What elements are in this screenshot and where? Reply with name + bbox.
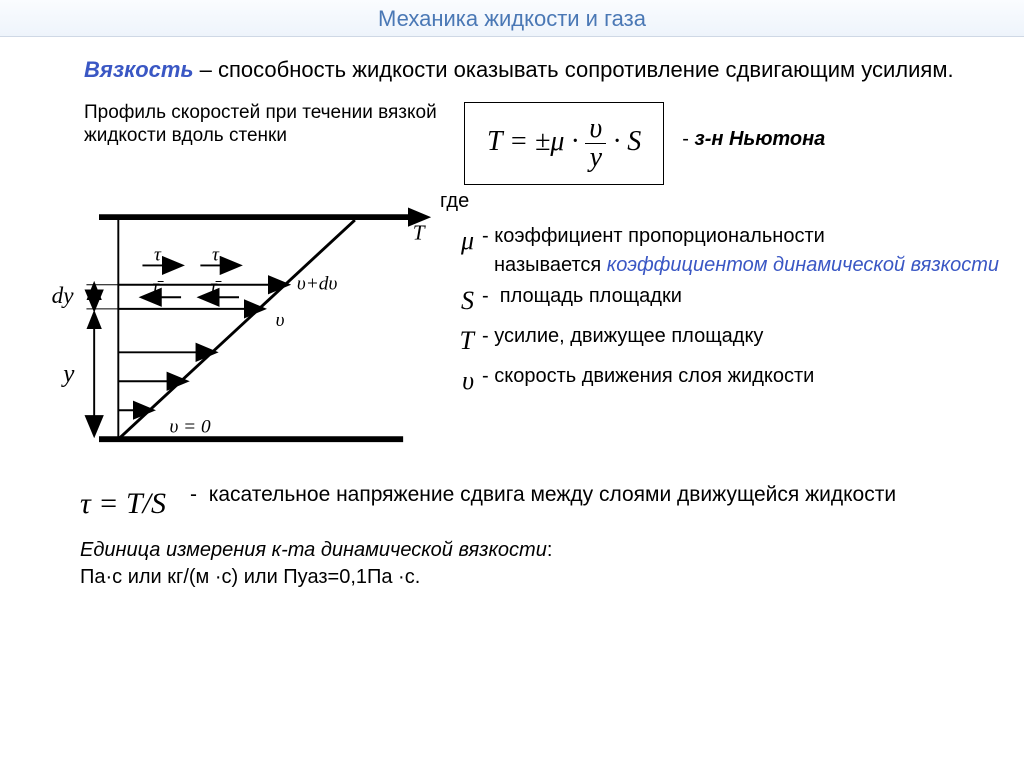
formula-num: υ (585, 115, 606, 144)
S-text: площадь площадки (500, 285, 682, 307)
units-colon: : (547, 539, 553, 561)
newton-law-label: - з-н Ньютона (682, 128, 825, 151)
T-dash: - (482, 325, 494, 347)
T-text: усилие, движущее площадку (494, 325, 763, 347)
law-name: з-н Ньютона (694, 128, 825, 150)
formula-S: S (627, 126, 641, 157)
diagram-vdv: υ+dυ (297, 274, 338, 295)
formula-den: y (585, 144, 606, 172)
formula-fraction: υy (585, 115, 606, 172)
where-label: где (440, 187, 1000, 216)
newton-formula-box: T = ±μ · υy · S (464, 102, 664, 185)
mu-blue: коэффициентом динамической вязкости (607, 254, 999, 276)
units-value: Па·с или кг/(м ·с) или Пуаз=0,1Па ·с. (80, 566, 420, 588)
v-dash: - (482, 365, 494, 387)
units-label: Единица измерения к-та динамической вязк… (80, 539, 547, 561)
definition: Вязкость – способность жидкости оказыват… (84, 55, 1000, 85)
v-text: скорость движения слоя жидкости (494, 365, 814, 387)
diagram-label-T: T (413, 221, 427, 245)
diagram-dy: dy (52, 283, 75, 309)
legend-mu: μ - коэффициент пропорциональности назыв… (440, 222, 1000, 280)
velocity-profile-diagram: T τ τ τ̄ τ̄ υ+dυ υ υ = 0 (44, 193, 434, 473)
tau-text: касательное напряжение сдвига между слоя… (209, 483, 896, 506)
definition-text: – способность жидкости оказывать сопроти… (194, 57, 954, 82)
mu-line1: коэффициент пропорциональности (494, 225, 825, 247)
diagram-v0: υ = 0 (169, 417, 211, 438)
formula-eq: = ± (502, 126, 550, 157)
legend-T: T - усилие, движущее площадку (440, 322, 1000, 360)
diagram-y: y (60, 360, 75, 387)
diagram-v: υ (276, 310, 285, 331)
sym-v: υ (440, 362, 474, 400)
diagram-tau2: τ (212, 245, 220, 266)
diagram-taubar1: τ̄ (152, 277, 164, 298)
law-dash: - (682, 128, 694, 150)
sym-mu: μ (440, 222, 474, 260)
S-dash: - (482, 285, 494, 307)
legend-v: υ - скорость движения слоя жидкости (440, 362, 1000, 400)
diagram-tau1: τ (154, 245, 162, 266)
tau-dash: - (190, 483, 203, 506)
formula-mu: μ (550, 126, 564, 157)
formula-T: T (487, 126, 502, 157)
tau-row: τ = T/S - касательное напряжение сдвига … (80, 483, 1000, 521)
formula-dot2: · (606, 126, 627, 157)
legend-S: S - площадь площадки (440, 282, 1000, 320)
sym-S: S (440, 282, 474, 320)
units-block: Единица измерения к-та динамической вязк… (80, 537, 1000, 591)
legend: где μ - коэффициент пропорциональности н… (440, 187, 1000, 401)
content-area: Вязкость – способность жидкости оказыват… (0, 37, 1024, 591)
sym-T: T (440, 322, 474, 360)
page-title: Механика жидкости и газа (0, 0, 1024, 37)
term-viscosity: Вязкость (84, 57, 194, 82)
formula-dot1: · (564, 126, 585, 157)
mu-dash: - (482, 225, 494, 247)
mu-line2: называется (494, 254, 607, 276)
tau-formula: τ = T/S (80, 483, 166, 521)
diagram-taubar2: τ̄ (210, 277, 222, 298)
mid-row: T τ τ τ̄ τ̄ υ+dυ υ υ = 0 (84, 193, 1000, 473)
